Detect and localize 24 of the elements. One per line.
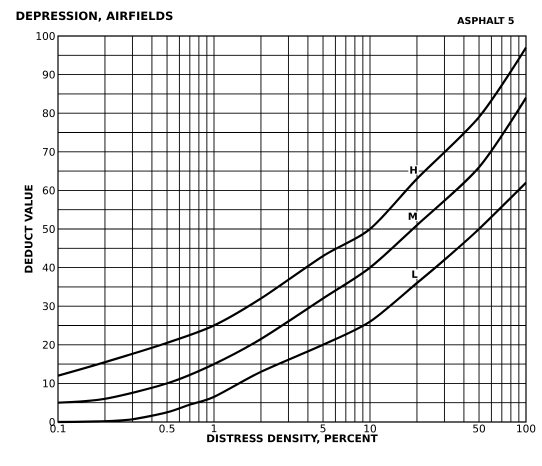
y-tick-label: 20: [42, 340, 55, 349]
y-tick-label: 100: [36, 32, 55, 40]
y-axis-title: DEDUCT VALUE: [24, 185, 33, 273]
series-label: H: [410, 166, 417, 174]
series-label: M: [408, 212, 417, 220]
x-tick-label: 0.1: [50, 424, 66, 432]
x-tick-label: 1: [212, 424, 216, 432]
chart-title: DEPRESSION, AIRFIELDS: [16, 11, 172, 22]
x-tick-label: 10: [364, 424, 376, 432]
y-tick-label: 40: [42, 264, 55, 272]
y-tick-label: 30: [42, 302, 55, 310]
x-axis-title: DISTRESS DENSITY, PERCENT: [207, 434, 378, 444]
y-tick-label: 60: [42, 186, 55, 194]
chart-subtitle: ASPHALT 5: [457, 16, 514, 24]
x-tick-label: 0.5: [159, 424, 174, 432]
y-tick-label: 90: [42, 70, 55, 79]
y-tick-label: 70: [42, 148, 55, 156]
series-label: L: [412, 270, 418, 278]
y-tick-label: 80: [42, 109, 55, 118]
y-tick-label: 50: [42, 225, 55, 233]
y-tick-label: 10: [43, 379, 55, 388]
x-tick-label: 50: [473, 424, 486, 432]
x-tick-label: 5: [320, 424, 326, 432]
x-tick-label: 100: [517, 424, 536, 432]
